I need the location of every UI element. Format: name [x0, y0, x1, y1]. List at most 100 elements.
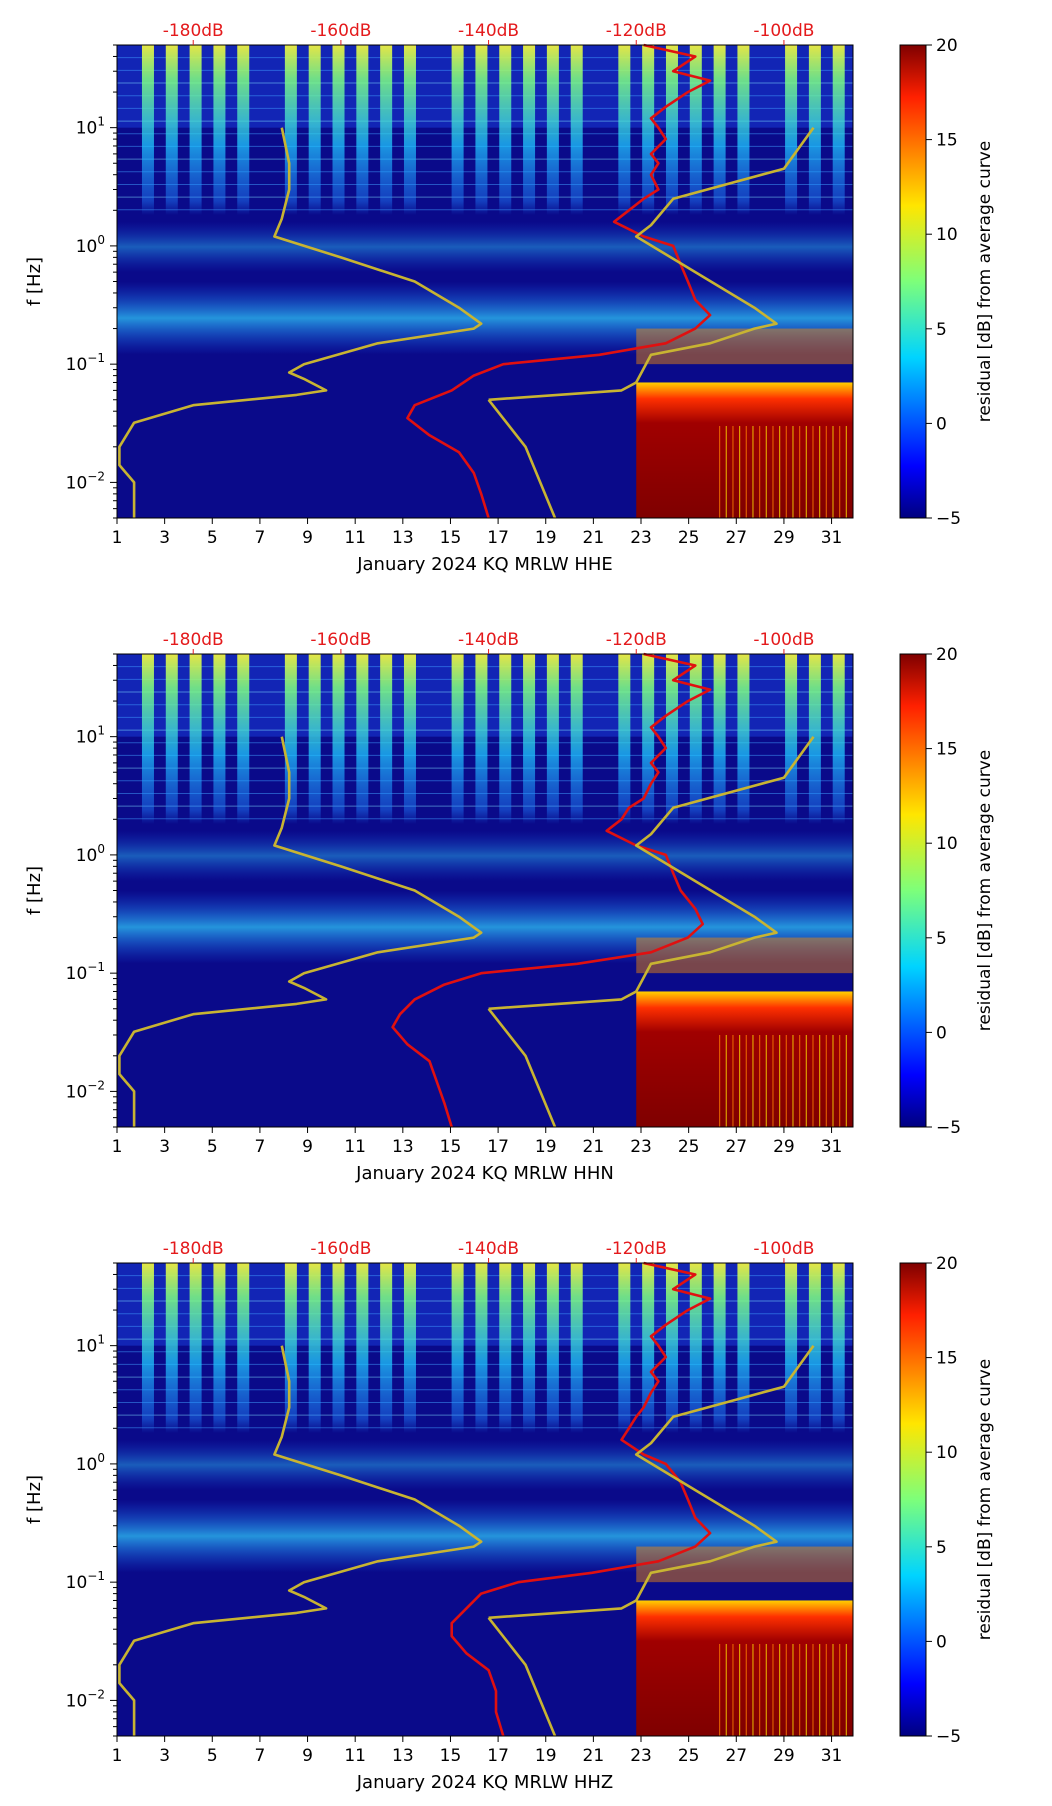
x-tick-label: 25: [678, 528, 700, 548]
median-psd-line: [391, 652, 712, 1128]
y-tick-label: 101: [76, 724, 105, 748]
top-axis-label: -100dB: [753, 21, 814, 41]
x-tick-label: 11: [344, 1137, 366, 1157]
y-tick-label: 101: [76, 115, 105, 139]
x-tick-label: 29: [773, 1137, 795, 1157]
colorbar: [899, 653, 927, 1128]
x-tick-label: 31: [821, 1746, 843, 1766]
x-tick-label: 19: [535, 1746, 557, 1766]
x-tick-label: 9: [302, 1746, 313, 1766]
x-tick-label: 19: [535, 1137, 557, 1157]
day-column: [308, 654, 321, 938]
top-axis-label: -120dB: [606, 1239, 667, 1259]
day-column: [665, 45, 678, 329]
day-column: [451, 654, 464, 938]
colorbar-tick-label: 5: [936, 929, 947, 949]
day-column: [237, 45, 250, 329]
day-column: [546, 654, 559, 938]
day-column: [213, 45, 226, 329]
day-column: [665, 1263, 678, 1547]
noise-model-line: [487, 1007, 557, 1128]
colorbar-tick-label: 5: [936, 320, 947, 340]
colorbar: [899, 1262, 927, 1737]
day-column: [832, 654, 845, 938]
x-tick-label: 17: [487, 1137, 509, 1157]
day-column: [546, 1263, 559, 1547]
top-axis-label: -160dB: [310, 1239, 371, 1259]
x-tick-label: 23: [630, 1137, 652, 1157]
day-column: [403, 45, 416, 329]
x-axis-label: January 2024 KQ MRLW HHE: [356, 554, 613, 575]
day-column: [403, 1263, 416, 1547]
day-column: [356, 45, 369, 329]
x-tick-label: 9: [302, 528, 313, 548]
day-column: [785, 45, 798, 329]
day-column: [642, 654, 655, 938]
day-column: [284, 654, 297, 938]
y-tick-label: 10−2: [66, 1078, 105, 1102]
day-column: [785, 654, 798, 938]
top-axis-label: -180dB: [163, 630, 224, 650]
day-column: [618, 1263, 631, 1547]
colorbar-tick-label: 15: [936, 740, 958, 760]
x-tick-label: 27: [725, 528, 747, 548]
day-column: [642, 1263, 655, 1547]
x-tick-label: 1: [112, 1746, 123, 1766]
day-column: [808, 45, 821, 329]
x-tick-label: 15: [440, 528, 462, 548]
x-tick-label: 15: [440, 1746, 462, 1766]
x-tick-label: 1: [112, 1137, 123, 1157]
x-tick-label: 13: [392, 1137, 414, 1157]
day-column: [141, 654, 154, 938]
day-column: [165, 1263, 178, 1547]
x-axis-label: January 2024 KQ MRLW HHN: [355, 1163, 614, 1184]
day-column: [165, 654, 178, 938]
day-column: [189, 654, 202, 938]
x-tick-label: 5: [207, 1137, 218, 1157]
high-residual-region: [636, 991, 853, 1127]
day-column: [808, 1263, 821, 1547]
day-column: [570, 654, 583, 938]
colorbar-tick-label: 15: [936, 1349, 958, 1369]
day-column: [570, 1263, 583, 1547]
x-tick-label: 11: [344, 528, 366, 548]
day-column: [737, 45, 750, 329]
day-column: [523, 45, 536, 329]
day-column: [665, 654, 678, 938]
x-tick-label: 21: [583, 1746, 605, 1766]
day-column: [189, 1263, 202, 1547]
day-column: [475, 45, 488, 329]
colorbar-tick-label: 0: [936, 1632, 947, 1652]
day-column: [213, 654, 226, 938]
x-tick-label: 3: [159, 1137, 170, 1157]
x-tick-label: 5: [207, 528, 218, 548]
y-axis-label: f [Hz]: [24, 1475, 45, 1524]
y-tick-label: 100: [76, 233, 105, 257]
residual-band: [636, 328, 853, 365]
x-tick-label: 11: [344, 1746, 366, 1766]
x-tick-label: 27: [725, 1746, 747, 1766]
day-column: [308, 45, 321, 329]
day-column: [189, 45, 202, 329]
day-column: [689, 1263, 702, 1547]
colorbar-tick-label: 10: [936, 225, 958, 245]
x-axis-label: January 2024 KQ MRLW HHZ: [356, 1772, 614, 1793]
day-column: [737, 654, 750, 938]
noise-model-line: [488, 735, 815, 1011]
x-tick-label: 1: [112, 528, 123, 548]
colorbar-label: residual [dB] from average curve: [975, 1359, 995, 1640]
colorbar: [899, 44, 927, 519]
y-tick-label: 10−1: [66, 351, 105, 375]
top-axis-label: -140dB: [458, 1239, 519, 1259]
x-tick-label: 29: [773, 1746, 795, 1766]
day-column: [284, 1263, 297, 1547]
x-tick-label: 15: [440, 1137, 462, 1157]
colorbar-tick-label: −5: [936, 1118, 961, 1138]
colorbar-tick-label: 20: [936, 36, 958, 56]
day-column: [523, 654, 536, 938]
x-tick-label: 31: [821, 528, 843, 548]
x-tick-label: 5: [207, 1746, 218, 1766]
day-column: [785, 1263, 798, 1547]
day-column: [499, 1263, 512, 1547]
day-column: [618, 654, 631, 938]
